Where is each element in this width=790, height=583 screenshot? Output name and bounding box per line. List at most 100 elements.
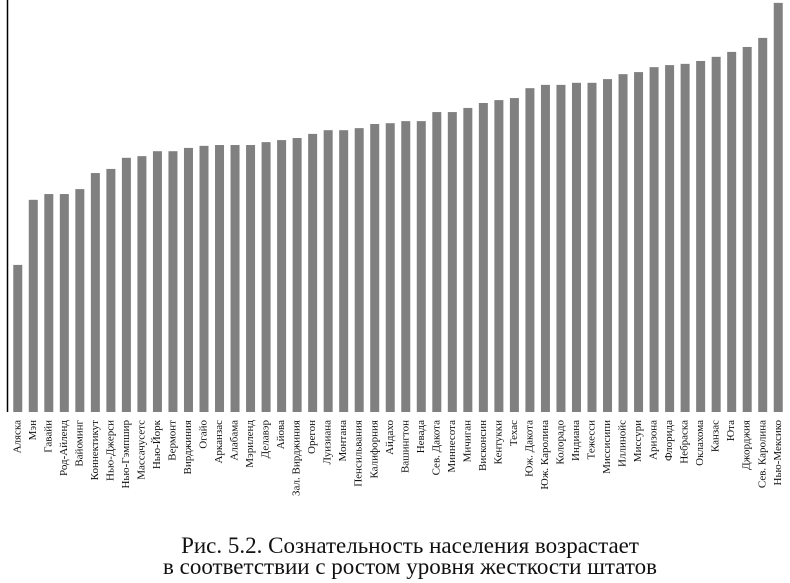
x-tick-label: Канзас	[710, 420, 722, 452]
x-tick-label: Вайоминг	[73, 420, 85, 467]
x-tick-label: Аризона	[648, 420, 660, 460]
x-tick-label: Алабама	[229, 420, 241, 461]
x-tick-label: Массачусетс	[135, 420, 147, 480]
bar	[339, 130, 349, 412]
x-tick-label: Миссури	[632, 420, 644, 462]
x-tick-label: Миннесота	[446, 420, 458, 473]
x-tick-label: Оклахома	[694, 420, 706, 466]
bar	[121, 157, 131, 412]
x-tick-label: Мэн	[27, 420, 39, 441]
bar	[152, 151, 162, 413]
bar	[587, 82, 597, 412]
bar	[727, 51, 737, 413]
x-tick-label: Айдахо	[384, 420, 396, 455]
bar	[308, 133, 318, 412]
bar	[90, 173, 100, 412]
x-tick-label: Нью-Йорк	[151, 419, 163, 469]
bar	[463, 107, 473, 412]
bar	[75, 189, 85, 412]
bar	[13, 264, 23, 412]
x-tick-label: Гавайи	[42, 420, 54, 453]
bar	[215, 145, 225, 413]
bar	[137, 156, 147, 412]
x-tick-label: Мэриленд	[244, 420, 256, 468]
bar	[478, 103, 488, 412]
bar	[540, 84, 550, 412]
x-tick-label: Индиана	[570, 420, 582, 461]
bar	[432, 112, 442, 413]
x-tick-label: Нью-Джерси	[104, 420, 116, 481]
x-tick-label: Мичиган	[461, 420, 473, 462]
x-tick-label: Небраска	[679, 420, 691, 464]
bar	[618, 74, 628, 412]
caption-line: в соответствии с ростом уровня жесткости…	[163, 554, 657, 579]
bar	[742, 46, 752, 413]
bar	[758, 37, 768, 413]
bar	[246, 145, 256, 413]
x-tick-label: Тежесси	[586, 420, 598, 460]
x-tick-label: Юта	[725, 420, 737, 441]
x-tick-label: Нью-Гэмпшир	[120, 420, 132, 489]
x-tick-label: Зал. Вирджиния	[291, 420, 303, 496]
x-tick-label: Юж. Дакота	[523, 420, 535, 477]
x-tick-label: Вирджиния	[182, 420, 194, 475]
bar	[199, 145, 209, 412]
bar	[59, 194, 69, 412]
bar	[525, 88, 535, 412]
bar	[168, 151, 178, 413]
x-tick-label: Висконсин	[477, 420, 489, 471]
x-tick-label: Вермонт	[166, 420, 178, 461]
bar	[183, 147, 193, 412]
bar	[323, 130, 333, 412]
bar	[401, 121, 411, 413]
x-tick-label: Луизиана	[322, 420, 334, 465]
bar	[44, 194, 54, 412]
bar	[292, 138, 302, 412]
bar	[509, 98, 519, 412]
x-tick-label: Невада	[415, 420, 427, 453]
bar	[649, 67, 659, 412]
bar	[447, 112, 457, 413]
x-tick-label: Арканзас	[213, 420, 225, 464]
bar	[370, 124, 380, 413]
x-tick-label: Колорадо	[554, 420, 566, 465]
x-tick-label: Кентукки	[492, 420, 504, 465]
x-tick-label: Пенсильвания	[353, 420, 365, 487]
bar	[711, 56, 721, 413]
x-tick-label: Миссисипи	[601, 420, 613, 474]
x-tick-label: Иллинойс	[617, 420, 629, 467]
x-tick-label: Вашингтон	[399, 420, 411, 473]
bar	[494, 100, 504, 412]
bar	[571, 82, 581, 412]
bar	[556, 84, 566, 412]
bar	[28, 199, 38, 412]
bar	[603, 79, 613, 412]
bar	[634, 72, 644, 412]
bar	[385, 123, 395, 413]
x-tick-label: Флорида	[663, 420, 675, 461]
x-tick-label: Аляска	[11, 420, 23, 454]
x-tick-label: Коннектикут	[89, 420, 101, 481]
x-tick-label: Нью-Мексико	[772, 420, 784, 486]
bar	[773, 2, 783, 412]
x-tick-label: Юж. Каролина	[539, 420, 551, 490]
x-tick-label: Калифорния	[368, 420, 380, 479]
bar	[277, 140, 287, 412]
x-tick-label: Техас	[508, 420, 520, 446]
x-tick-label: Род-Айленд	[58, 420, 70, 476]
x-tick-label: Айова	[275, 420, 287, 449]
x-tick-label: Делавэр	[260, 420, 272, 459]
bar	[696, 60, 706, 412]
bar	[354, 128, 364, 412]
bar	[106, 168, 116, 412]
bar	[416, 121, 426, 413]
caption-line: Рис. 5.2. Сознательность населения возра…	[181, 533, 639, 558]
x-tick-label: Орегон	[306, 420, 318, 454]
x-tick-label: Джорджия	[741, 420, 753, 470]
bar	[230, 145, 240, 413]
x-tick-label: Сев. Дакота	[430, 420, 442, 476]
bar	[261, 142, 271, 412]
x-tick-label: Огайо	[198, 420, 210, 449]
bar	[680, 63, 690, 413]
